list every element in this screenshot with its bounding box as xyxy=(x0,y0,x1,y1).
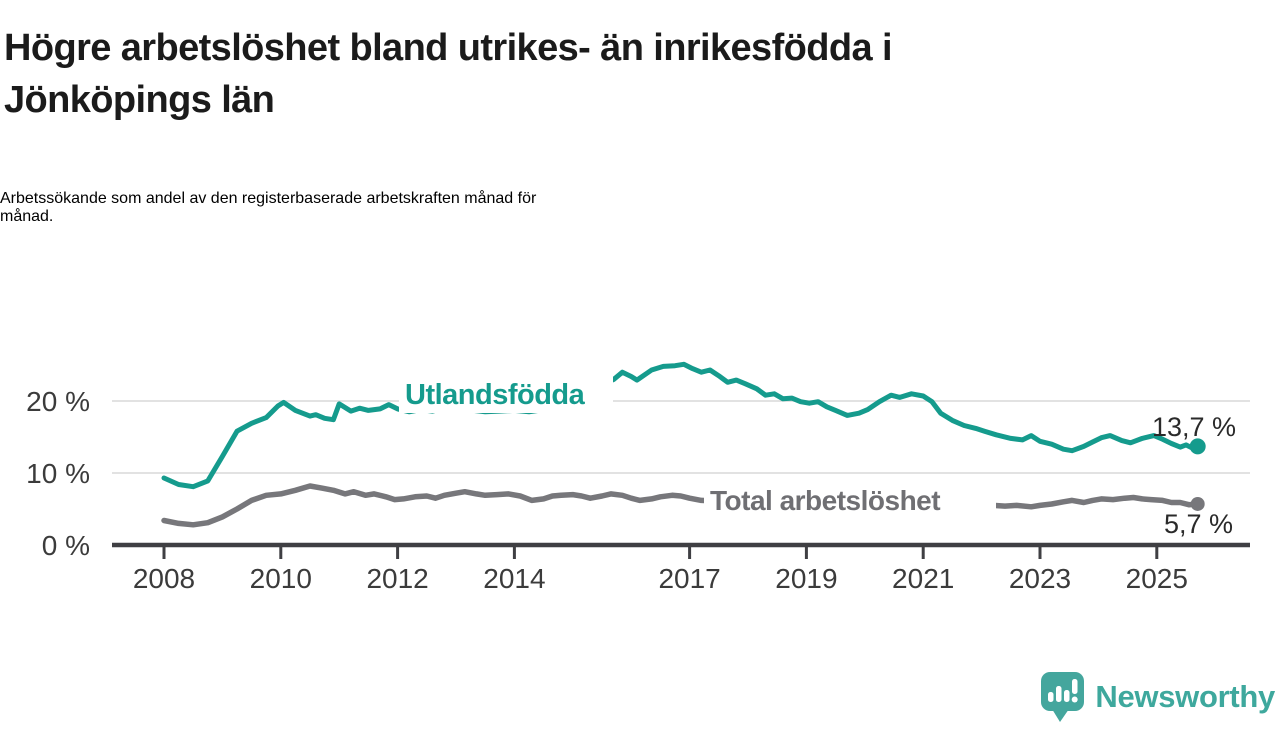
infographic-page: { "header": { "title_lines": [ "Högre ar… xyxy=(0,22,1280,742)
x-tick-label: 2012 xyxy=(366,563,428,594)
x-tick-label: 2008 xyxy=(133,563,195,594)
series-label: Total arbetslöshet xyxy=(710,485,940,516)
x-tick-label: 2025 xyxy=(1126,563,1188,594)
series-end-dot xyxy=(1190,496,1205,511)
unemployment-chart: 2008 2010 2012 2014 2017 2019 2021 2023 2025 0 %… xyxy=(0,352,1280,602)
series-end-value-label: 13,7 % xyxy=(1152,412,1236,442)
x-tick-label: 2023 xyxy=(1009,563,1071,594)
y-tick-labels: 0 % 10 % 20 % xyxy=(26,386,90,561)
series-lines xyxy=(161,361,1201,528)
series-end-value-labels: 13,7 % 5,7 % xyxy=(1152,412,1236,539)
series-label-bg xyxy=(704,479,996,517)
x-tick-label: 2019 xyxy=(775,563,837,594)
x-tick-label: 2014 xyxy=(483,563,545,594)
x-tick-label: 2010 xyxy=(250,563,312,594)
series-labels: Utlandsfödda Total arbetslöshet xyxy=(399,372,996,517)
x-tick-label: 2017 xyxy=(658,563,720,594)
series-end-dot xyxy=(1189,438,1206,455)
gridlines xyxy=(112,400,1250,474)
y-tick-label: 20 % xyxy=(26,386,90,417)
series-label-bg xyxy=(399,372,613,413)
x-tick-labels: 2008 2010 2012 2014 2017 2019 2021 2023 2025 xyxy=(133,563,1188,594)
x-tick-label: 2021 xyxy=(892,563,954,594)
newsworthy-logo-icon xyxy=(1041,672,1085,722)
newsworthy-logo: Newsworthy xyxy=(1040,671,1275,723)
y-tick-label: 10 % xyxy=(26,458,90,489)
series-end-value-label: 5,7 % xyxy=(1164,509,1233,539)
series-line-total xyxy=(161,483,1201,528)
subtitle-line-1: Arbetssökande som andel av den registerb… xyxy=(0,190,537,207)
title-line-1: Högre arbetslöshet bland utrikes- än inr… xyxy=(4,27,893,69)
series-label: Utlandsfödda xyxy=(405,379,586,411)
x-tick-marks xyxy=(162,547,1159,559)
y-tick-label: 0 % xyxy=(42,530,90,561)
line-chart-svg: 2008 2010 2012 2014 2017 2019 2021 2023 2025 0 %… xyxy=(26,361,1250,594)
subtitle-line-2: månad. xyxy=(0,208,54,225)
series-line-utlandsfodda xyxy=(161,361,1201,490)
title-line-2: Jönköpings län xyxy=(4,79,275,121)
newsworthy-logo-text: Newsworthy xyxy=(1095,679,1275,714)
page-title: Högre arbetslöshet bland utrikes- än inr… xyxy=(4,22,1280,126)
series-end-dots xyxy=(1189,438,1206,511)
